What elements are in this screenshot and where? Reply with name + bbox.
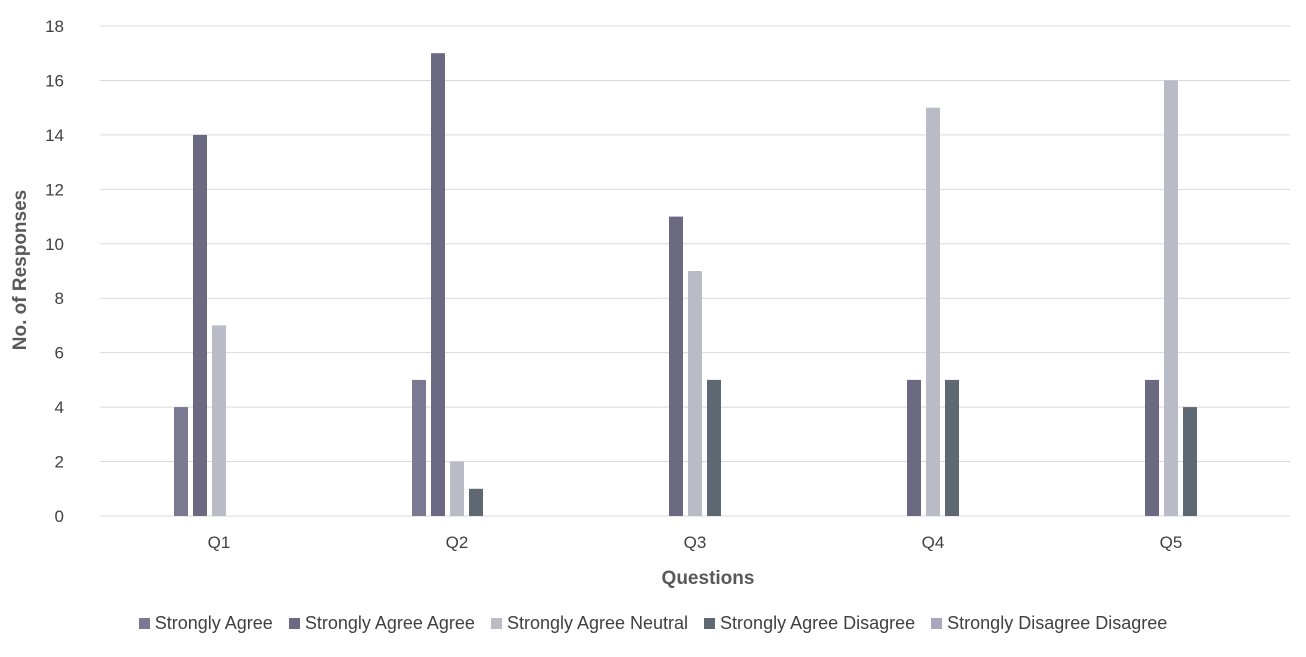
y-tick-label: 4 [55,398,64,417]
y-tick-label: 12 [45,180,64,199]
x-tick-label: Q3 [684,533,707,552]
legend-item: Strongly Agree [138,612,273,634]
x-tick-label: Q5 [1160,533,1183,552]
legend-item: Strongly Agree Neutral [490,612,689,634]
bar-q1-series-2 [193,134,207,516]
legend-label: Strongly Agree [154,612,273,633]
legend-swatch [490,617,502,629]
legend-item: Strongly Agree Disagree [704,613,915,634]
x-tick-labels: Q1 Q2 Q3 Q4 Q5 [208,533,1183,552]
bar-q3-series-3 [688,271,702,516]
legend-label: Strongly Disagree Disagree [947,612,1168,633]
x-tick-label: Q2 [446,533,469,552]
y-tick-label: 14 [45,126,64,145]
y-tick-label: 8 [55,289,64,308]
bar-q3-series-2 [669,216,683,516]
bar-q5-series-4 [1183,407,1197,516]
x-tick-label: Q1 [208,533,231,552]
y-axis-title: No. of Responses [10,190,31,350]
legend-item: Strongly Agree Agree [288,612,475,634]
y-tick-label: 0 [55,507,64,526]
legend-label: Strongly Agree Agree [304,612,475,633]
bar-q5-series-2 [1145,379,1159,516]
bar-q1-series-3 [212,325,226,516]
legend-swatch [288,617,300,629]
bar-q4-series-3 [926,107,940,516]
y-tick-label: 2 [55,453,64,472]
bar-q2-series-4 [469,488,483,516]
legend-label: Strongly Agree Neutral [506,612,689,633]
legend-swatch [138,617,150,629]
x-tick-label: Q4 [922,533,945,552]
legend-swatch [931,617,943,629]
y-tick-label: 18 [45,17,64,36]
legend-swatch [704,617,716,629]
y-tick-label: 10 [45,235,64,254]
y-tick-labels: 0 2 4 6 8 10 12 14 16 18 [45,17,64,526]
legend-item: Strongly Disagree Disagree [931,613,1167,634]
bar-q5-series-3 [1164,80,1178,517]
bar-q4-series-4 [945,379,959,516]
bars [174,53,1197,517]
bar-q3-series-4 [707,379,721,516]
bar-q2-series-1 [412,379,426,516]
bar-q1-series-1 [174,407,188,516]
legend: Strongly Agree Strongly Agree Agree Strong… [0,606,1306,640]
legend-label: Strongly Agree Disagree [720,612,916,633]
x-axis-title: Questions [662,568,755,589]
bar-q4-series-2 [907,379,921,516]
bar-q2-series-3 [450,461,464,516]
bar-q2-series-2 [431,53,445,516]
y-tick-label: 16 [45,71,64,90]
y-tick-label: 6 [55,344,64,363]
